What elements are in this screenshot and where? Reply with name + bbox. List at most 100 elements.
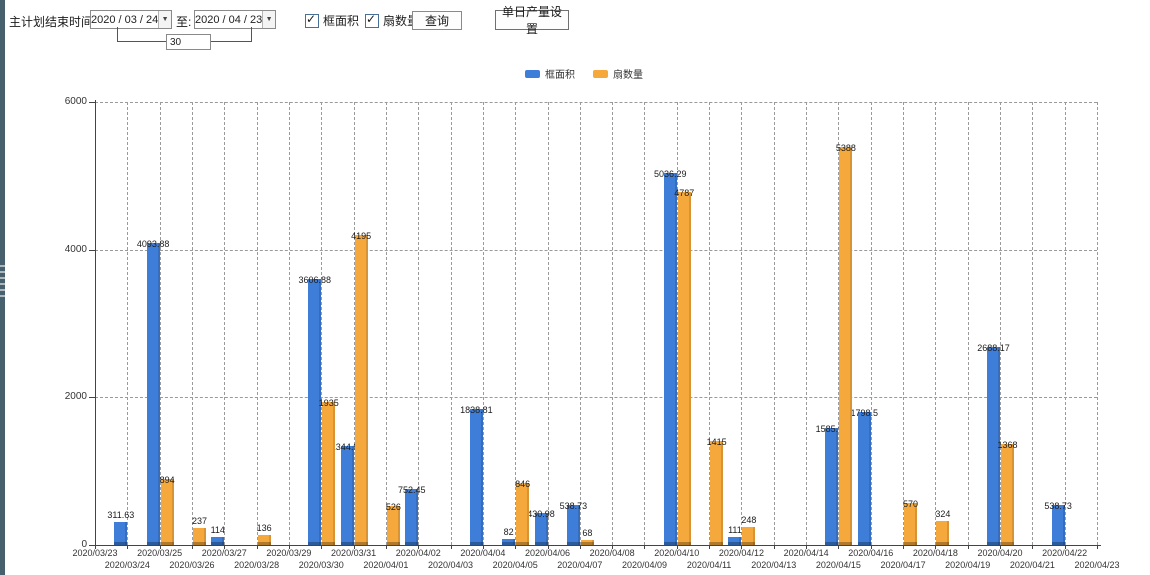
bar-fan-count [936, 521, 950, 545]
date-from-value: 2020 / 03 / 24 [91, 13, 159, 26]
x-axis-tick [935, 545, 937, 549]
bar-value-label: 1415 [706, 436, 727, 447]
bar-value-label: 1935 [318, 398, 339, 409]
x-gridline [967, 102, 969, 545]
fan-count-checkbox[interactable]: 扇数量 [365, 12, 419, 29]
chart-legend: 框面积 扇数量 [525, 66, 643, 81]
bar-frame-area [857, 412, 871, 545]
x-axis-date-label: 2020/04/05 [492, 560, 538, 570]
chevron-down-icon[interactable]: ▼ [158, 11, 171, 28]
x-axis-tick [450, 545, 452, 549]
collapsed-side-panel[interactable] [0, 0, 5, 575]
bar-value-label: 248 [741, 514, 757, 525]
checkbox-checked-icon[interactable] [305, 12, 319, 28]
x-axis-date-label: 2020/03/30 [298, 560, 344, 570]
bar-value-label: 237 [191, 515, 207, 526]
y-gridline [95, 249, 1097, 251]
y-axis-tick-label: 0 [81, 539, 87, 550]
frame-area-swatch-icon [525, 69, 540, 78]
x-gridline [709, 102, 711, 545]
x-axis-tick [1097, 545, 1098, 549]
y-axis-tick [89, 397, 95, 399]
x-gridline [450, 102, 452, 545]
bar-value-label: 1344.95 [330, 441, 364, 452]
bar-frame-area [502, 538, 516, 545]
y-gridline [95, 102, 1097, 103]
bar-frame-area [1051, 505, 1065, 545]
x-axis-tick [127, 545, 129, 549]
interval-days-input[interactable] [166, 34, 211, 50]
x-gridline [1097, 102, 1098, 545]
x-gridline [1000, 102, 1002, 545]
bar-fan-count [516, 482, 530, 545]
bar-fan-count [386, 506, 400, 545]
x-axis-tick [288, 545, 290, 549]
bar-frame-area [405, 489, 419, 545]
x-axis-date-label: 2020/04/10 [654, 548, 700, 558]
x-axis-date-label: 2020/03/26 [169, 560, 215, 570]
bar-value-label: 1798.5 [850, 408, 878, 419]
x-gridline [515, 102, 517, 545]
x-axis-tick [741, 545, 743, 549]
bar-value-label: 114 [210, 524, 225, 535]
x-axis-date-label: 2020/04/20 [977, 548, 1023, 558]
checkbox-checked-icon[interactable] [365, 12, 379, 28]
x-axis-date-label: 2020/04/12 [718, 548, 764, 558]
daily-output-settings-button[interactable]: 单日产量设置 [495, 5, 569, 36]
chevron-down-icon[interactable]: ▼ [262, 11, 275, 28]
x-axis-tick [353, 545, 355, 549]
x-gridline [676, 102, 678, 545]
x-axis-tick [773, 545, 775, 549]
x-gridline [644, 102, 646, 545]
x-axis-date-label: 2020/04/08 [589, 548, 635, 558]
x-gridline [773, 102, 775, 545]
x-gridline [321, 102, 323, 545]
x-axis-tick [1064, 545, 1066, 549]
x-axis-date-label: 2020/03/29 [266, 548, 312, 558]
bar-value-label: 430.98 [527, 509, 555, 520]
x-axis-tick [547, 545, 549, 549]
x-axis-tick [191, 545, 193, 549]
x-axis-tick [224, 545, 226, 549]
y-axis-tick [89, 102, 95, 103]
frame-area-checkbox[interactable]: 框面积 [305, 12, 359, 29]
bar-value-label: 68 [582, 527, 593, 538]
bar-frame-area [308, 278, 322, 545]
x-axis-tick [1032, 545, 1034, 549]
x-axis-date-label: 2020/04/07 [557, 560, 603, 570]
x-axis-date-label: 2020/04/01 [363, 560, 409, 570]
bar-value-label: 4093.88 [136, 238, 170, 249]
x-axis-tick [515, 545, 517, 549]
bar-frame-area [728, 536, 742, 545]
bar-value-label: 5388 [835, 143, 856, 154]
x-axis-date-label: 2020/03/27 [201, 548, 247, 558]
bar-frame-area [114, 521, 128, 545]
x-axis-tick [385, 545, 387, 549]
x-axis-date-label: 2020/04/03 [428, 560, 474, 570]
bar-fan-count [710, 440, 724, 545]
date-from-picker[interactable]: 2020 / 03 / 24 ▼ [90, 10, 172, 29]
x-gridline [806, 102, 808, 545]
query-button[interactable]: 查询 [412, 11, 462, 30]
x-axis-date-label: 2020/04/17 [880, 560, 926, 570]
bar-frame-area [825, 427, 839, 545]
x-axis-date-label: 2020/04/14 [783, 548, 829, 558]
x-axis-tick [806, 545, 808, 549]
x-axis-date-label: 2020/04/16 [848, 548, 894, 558]
date-to-picker[interactable]: 2020 / 04 / 23 ▼ [194, 10, 276, 29]
x-gridline [353, 102, 355, 545]
x-gridline [482, 102, 484, 545]
date-to-value: 2020 / 04 / 23 [195, 13, 263, 26]
bar-frame-area [663, 173, 677, 545]
x-axis-tick [870, 545, 872, 549]
bar-fan-count [904, 502, 918, 545]
x-gridline [288, 102, 290, 545]
x-gridline [838, 102, 840, 545]
bar-value-label: 136 [256, 522, 272, 533]
x-gridline [127, 102, 129, 545]
y-axis-tick [89, 249, 95, 251]
bar-value-label: 82 [503, 526, 514, 537]
bar-fan-count [160, 478, 174, 545]
x-gridline [1032, 102, 1034, 545]
x-axis-date-label: 2020/04/02 [395, 548, 441, 558]
